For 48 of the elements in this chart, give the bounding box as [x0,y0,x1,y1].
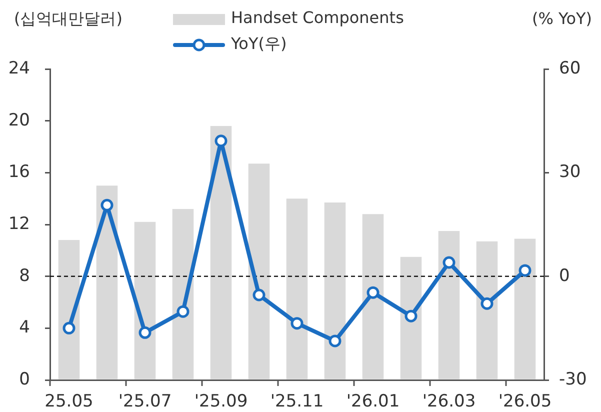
bar [324,202,346,380]
bar [476,241,498,380]
point [176,305,190,318]
bar [248,164,270,380]
y2-tick-label: 0 [559,266,570,286]
point [252,288,266,302]
y-tick-label: 8 [19,266,30,286]
y2-tick-label: 30 [559,162,581,182]
point [366,286,380,299]
y2-tick-label: -30 [559,369,587,390]
point [404,310,418,322]
bar [362,214,384,380]
x-tick-label: '25.11 [270,392,324,412]
point [328,334,342,348]
y-tick-label: 20 [8,110,30,130]
bar [210,126,232,380]
bar [514,238,536,380]
y2-tick-label: 60 [559,58,581,78]
point [442,256,456,269]
bar [134,222,156,380]
x-tick-label: '25.07 [118,392,172,412]
bar [58,240,80,380]
y-tick-label: 0 [19,369,30,390]
point [100,198,114,212]
x-tick-label: 25.05 [44,392,94,412]
y-tick-label: 4 [19,318,30,338]
point [62,322,76,334]
bar [172,208,194,380]
bar [286,198,308,380]
point [480,297,494,310]
bar [96,186,118,380]
y-tick-label: 12 [8,214,30,234]
legend-label: YoY(우) [230,34,287,54]
y-tick-label: 16 [8,162,30,182]
y2-axis-title: (% YoY) [532,9,592,28]
point [518,264,532,277]
point [138,326,152,339]
bar [400,256,422,380]
y-tick-label: 24 [8,58,30,78]
point [214,134,228,148]
x-tick-label: '26.05 [498,392,552,412]
x-tick-label: '26.01 [346,392,400,412]
point [290,317,304,330]
bar [438,230,460,380]
legend-label: Handset Components [231,8,404,28]
x-tick-label: '25.09 [194,392,248,412]
y-axis-title: (십억대만달러) [14,9,122,28]
x-tick-label: '26.03 [422,392,476,412]
